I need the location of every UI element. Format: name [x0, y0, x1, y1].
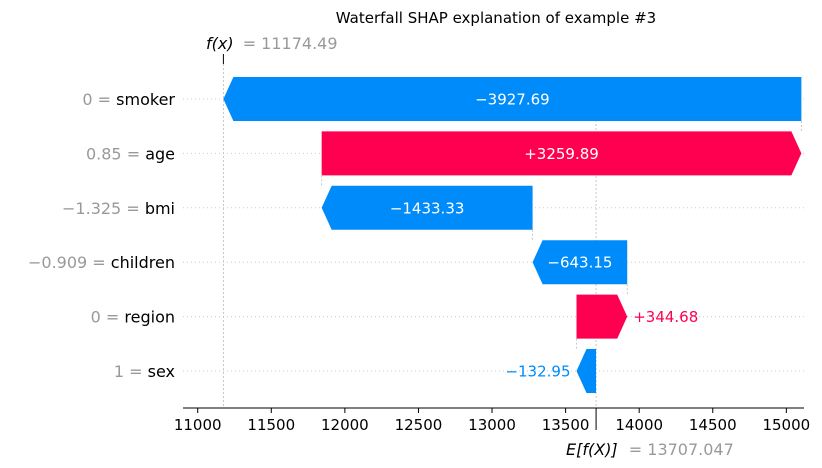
expected-value-text: = 13707.047 — [629, 440, 734, 459]
bar-region — [576, 294, 628, 339]
bar-value-label: +3259.89 — [524, 145, 599, 163]
x-tick-label: 14500 — [689, 416, 737, 434]
feature-value: 1 = — [114, 362, 148, 381]
feature-name: bmi — [145, 199, 175, 218]
x-tick-label: 13000 — [468, 416, 516, 434]
feature-label-age: 0.85 = age — [86, 144, 175, 163]
feature-name: sex — [148, 362, 175, 381]
bar-value-label: −132.95 — [505, 363, 570, 381]
feature-value: 0.85 = — [86, 144, 145, 163]
chart-title: Waterfall SHAP explanation of example #3 — [336, 9, 656, 27]
x-tick-label: 12500 — [395, 416, 443, 434]
bars: −3927.69 +3259.89 −1433.33 −643.15 +344.68 −1… — [223, 77, 802, 393]
bar-value-label: +344.68 — [633, 308, 698, 326]
feature-label-children: −0.909 = children — [28, 253, 175, 272]
feature-label-sex: 1 = sex — [114, 362, 175, 381]
x-tick-label: 11500 — [247, 416, 295, 434]
feature-value: 0 = — [91, 308, 125, 327]
feature-name: age — [145, 144, 175, 163]
bar-sex — [576, 349, 597, 393]
bar-smoker — [223, 77, 802, 121]
expected-symbol: E[f(X)] — [566, 440, 618, 459]
feature-value: 0 = — [82, 90, 116, 109]
bar-age — [321, 131, 802, 176]
feature-value: −1.325 = — [62, 199, 145, 218]
fx-value-text: = 11174.49 — [243, 34, 338, 53]
bar-value-label: −643.15 — [547, 254, 612, 272]
x-tick-label: 14000 — [615, 416, 663, 434]
feature-name: region — [124, 308, 175, 327]
fx-label: f(x) = 11174.49 — [206, 34, 338, 53]
x-tick-label: 12000 — [321, 416, 369, 434]
bar-bmi — [321, 185, 533, 230]
feature-value: −0.909 = — [28, 253, 111, 272]
fx-symbol: f(x) — [206, 34, 234, 53]
x-tick-label: 15000 — [762, 416, 810, 434]
feature-name: children — [111, 253, 175, 272]
x-tick-label: 13500 — [542, 416, 590, 434]
x-axis: 11000 11500 12000 12500 13000 13500 14000 14500… — [174, 407, 810, 434]
bar-value-label: −3927.69 — [475, 91, 550, 109]
feature-label-region: 0 = region — [91, 308, 175, 327]
expected-label: E[f(X)] = 13707.047 — [566, 440, 734, 459]
feature-label-smoker: 0 = smoker — [82, 90, 175, 109]
feature-name: smoker — [116, 90, 175, 109]
bar-children — [532, 240, 628, 285]
feature-label-bmi: −1.325 = bmi — [62, 199, 175, 218]
feature-labels: 0 = smoker 0.85 = age −1.325 = bmi −0.909 =… — [28, 90, 175, 381]
x-tick-label: 11000 — [174, 416, 222, 434]
bar-value-label: −1433.33 — [390, 199, 465, 217]
